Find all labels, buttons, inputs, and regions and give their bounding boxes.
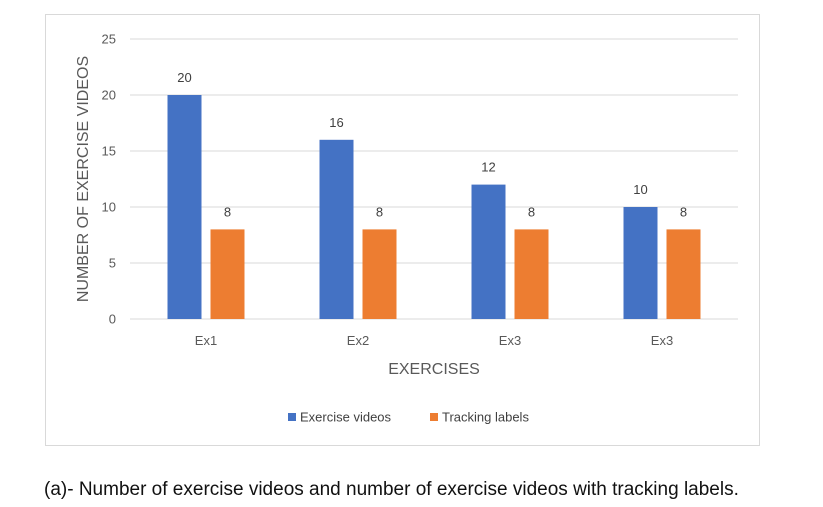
bar-exercise-videos xyxy=(167,95,202,319)
y-tick-label: 5 xyxy=(109,256,116,271)
figure-caption: (a)- Number of exercise videos and numbe… xyxy=(44,479,739,500)
legend-label: Tracking labels xyxy=(442,410,529,425)
x-tick-label: Ex2 xyxy=(347,333,369,348)
x-axis-title: EXERCISES xyxy=(388,361,480,378)
x-tick-label: Ex1 xyxy=(195,333,217,348)
data-label: 8 xyxy=(376,204,383,219)
legend: Exercise videos Tracking labels xyxy=(288,410,529,425)
data-label: 8 xyxy=(528,204,535,219)
legend-swatch xyxy=(288,413,296,421)
data-label: 16 xyxy=(329,115,343,130)
y-tick-label: 10 xyxy=(102,200,116,215)
x-tick-label: Ex3 xyxy=(651,333,673,348)
data-label: 10 xyxy=(633,182,647,197)
bar-chart: 0 5 10 15 20 25 20 8 16 8 12 8 10 8 Ex1 Ex2 Ex3 Ex3 EXE… xyxy=(75,32,738,425)
y-axis-title: NUMBER OF EXERCISE VIDEOS xyxy=(75,56,92,302)
y-tick-label: 25 xyxy=(102,32,116,47)
y-tick-label: 20 xyxy=(102,88,116,103)
data-label: 20 xyxy=(177,70,191,85)
bar-tracking-labels xyxy=(210,229,245,319)
x-axis-ticks: Ex1 Ex2 Ex3 Ex3 xyxy=(195,333,673,348)
bar-tracking-labels xyxy=(514,229,549,319)
data-label: 8 xyxy=(680,204,687,219)
bar-exercise-videos xyxy=(623,207,658,319)
data-label: 12 xyxy=(481,160,495,175)
y-tick-label: 15 xyxy=(102,144,116,159)
bar-tracking-labels xyxy=(362,229,397,319)
x-tick-label: Ex3 xyxy=(499,333,521,348)
data-label: 8 xyxy=(224,204,231,219)
data-labels: 20 8 16 8 12 8 10 8 xyxy=(177,70,687,219)
legend-label: Exercise videos xyxy=(300,410,392,425)
bar-exercise-videos xyxy=(319,139,354,319)
bar-tracking-labels xyxy=(666,229,701,319)
y-tick-label: 0 xyxy=(109,312,116,327)
legend-swatch xyxy=(430,413,438,421)
bar-exercise-videos xyxy=(471,184,506,319)
y-axis-ticks: 0 5 10 15 20 25 xyxy=(102,32,116,327)
bars xyxy=(167,95,701,319)
